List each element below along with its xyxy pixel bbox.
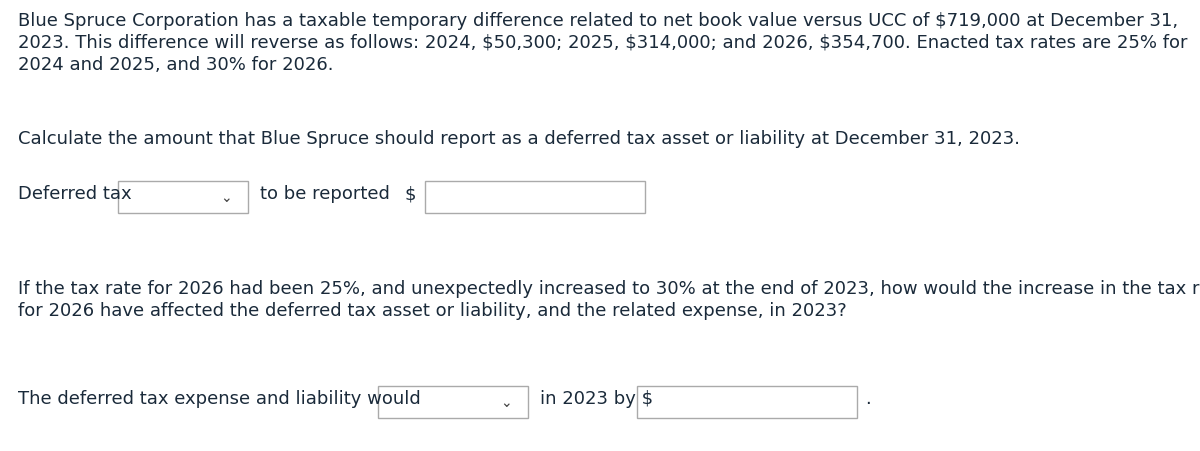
Text: in 2023 by $: in 2023 by $ <box>540 389 653 407</box>
Text: 2024 and 2025, and 30% for 2026.: 2024 and 2025, and 30% for 2026. <box>18 56 334 74</box>
Text: ⌄: ⌄ <box>500 395 512 409</box>
Text: The deferred tax expense and liability would: The deferred tax expense and liability w… <box>18 389 421 407</box>
Text: for 2026 have affected the deferred tax asset or liability, and the related expe: for 2026 have affected the deferred tax … <box>18 301 847 319</box>
Text: to be reported: to be reported <box>260 184 390 202</box>
Text: If the tax rate for 2026 had been 25%, and unexpectedly increased to 30% at the : If the tax rate for 2026 had been 25%, a… <box>18 279 1200 297</box>
Text: 2023. This difference will reverse as follows: 2024, $50,300; 2025, $314,000; an: 2023. This difference will reverse as fo… <box>18 34 1188 52</box>
FancyBboxPatch shape <box>637 386 857 418</box>
Text: Deferred tax: Deferred tax <box>18 184 132 202</box>
Text: .: . <box>865 389 871 407</box>
Text: Calculate the amount that Blue Spruce should report as a deferred tax asset or l: Calculate the amount that Blue Spruce sh… <box>18 130 1020 147</box>
FancyBboxPatch shape <box>425 182 646 213</box>
FancyBboxPatch shape <box>378 386 528 418</box>
Text: $: $ <box>406 184 416 202</box>
FancyBboxPatch shape <box>118 182 248 213</box>
Text: ⌄: ⌄ <box>220 191 232 205</box>
Text: Blue Spruce Corporation has a taxable temporary difference related to net book v: Blue Spruce Corporation has a taxable te… <box>18 12 1178 30</box>
